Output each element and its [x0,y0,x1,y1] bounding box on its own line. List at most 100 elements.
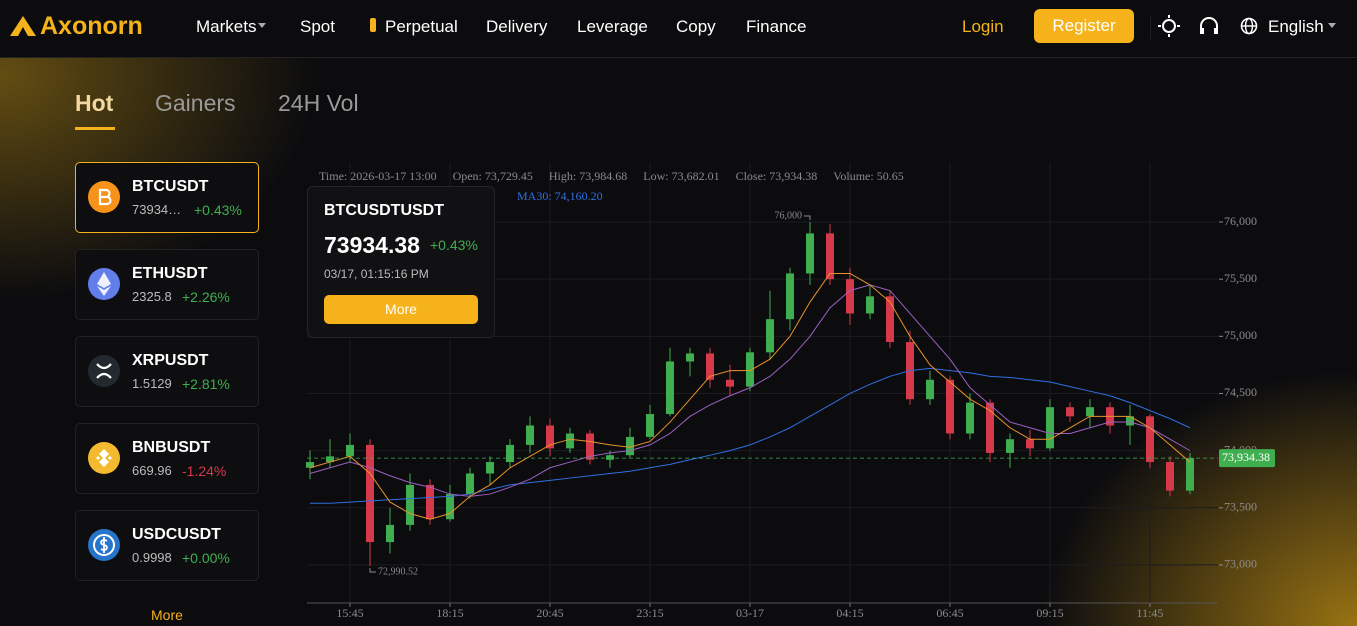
high-label: 76,000 [775,210,803,221]
coin-price: 73934.38 [132,202,184,217]
x-tick-label: 03-17 [736,606,764,620]
tab[interactable]: Gainers [155,90,236,116]
coin-card[interactable]: ETHUSDT 2325.8 +2.26% [75,249,259,320]
candle-body [786,273,794,320]
last-price-label: 73,934.38 [1222,450,1270,464]
y-tick-label: 75,500 [1224,271,1257,285]
y-tick-label: 73,000 [1224,557,1257,571]
coin-card[interactable]: BTCUSDT 73934.38 +0.43% [75,162,259,233]
coin-change: +2.26% [182,289,230,305]
coin-name: ETHUSDT [132,265,208,282]
candle-body [1066,407,1074,417]
coin-card[interactable]: BNBUSDT 669.96 -1.24% [75,423,259,494]
logo[interactable]: Axonorn [40,12,143,40]
coin-change: +0.43% [194,202,242,218]
candle-body [846,279,854,314]
y-tick-label: 76,000 [1224,214,1257,228]
language[interactable]: English [1268,17,1324,36]
candle-body [1186,458,1194,491]
info-item: Low: 73,682.01 [643,169,720,183]
x-tick-label: 18:15 [436,606,463,620]
candle-body [706,353,714,380]
menu-item[interactable]: Leverage [577,17,648,36]
menu-item[interactable]: Copy [676,17,716,36]
x-tick-label: 23:15 [636,606,663,620]
menu-item[interactable]: Spot [300,17,335,36]
kline-info: Time: 2026-03-17 13:00 Open: 73,729.45 Hig… [319,169,904,184]
candle-body [446,494,454,520]
menu-item[interactable]: Markets [196,17,257,36]
x-tick-label: 09:15 [1036,606,1063,620]
nav-icons [1150,15,1218,39]
candle-body [326,456,334,463]
x-tick-label: 06:45 [936,606,963,620]
candle-body [646,414,654,437]
navbar: Axonorn Markets Spot Perpetual Delivery … [0,0,1357,58]
candle-body [726,379,734,387]
candle-body [926,379,934,400]
candle-body [666,361,674,415]
y-tick-label: 74,500 [1224,385,1257,399]
menu-item[interactable]: Delivery [486,17,548,36]
ma-line [310,367,1191,504]
register-button[interactable]: Register [1034,9,1134,43]
popup-price: 73934.38 [324,232,420,258]
candle-body [386,524,394,543]
login[interactable]: Login [962,17,1004,36]
coin-name: BTCUSDT [132,178,209,195]
candle-body [986,402,994,453]
popup: BTCUSDTUSDT 73934.38 +0.43% 03/17, 01:15… [307,186,495,338]
coin-change: +0.00% [182,550,230,566]
high-marker [804,215,811,221]
perp-icon [370,18,376,32]
candle-body [526,425,534,445]
coin-icon [88,529,120,561]
info-item: High: 73,984.68 [548,169,628,183]
coin-name: USDCUSDT [132,526,221,543]
globe-icon [1240,17,1258,35]
popup-button[interactable]: More [324,295,478,324]
coin-price: 2325.8 [132,289,172,304]
coin-name: BNBUSDT [132,439,211,456]
candle-body [1026,439,1034,449]
candle-body [426,484,434,520]
info-item: Volume: 50.65 [833,169,904,183]
menu-item[interactable]: Perpetual [385,17,458,36]
candle-body [766,319,774,353]
tab[interactable]: 24H Vol [278,90,359,116]
info-item: Time: 2026-03-17 13:00 [319,169,437,183]
candle-body [1146,416,1154,463]
more-link[interactable]: More [151,607,183,623]
candle-body [1166,462,1174,491]
x-tick-label: 04:15 [836,606,863,620]
candle-body [1046,407,1054,449]
coin-card[interactable]: XRPUSDT 1.5129 +2.81% [75,336,259,407]
low-marker [369,568,376,573]
candle-body [586,433,594,460]
menu-item[interactable]: Finance [746,17,807,36]
popup-time: 03/17, 01:15:16 PM [324,267,429,281]
candle-body [946,379,954,434]
candle-body [566,433,574,449]
popup-title: BTCUSDTUSDT [324,202,444,219]
ma-label: MA30: 74,160.20 [517,189,603,203]
ma-line [309,272,1191,520]
candle-body [546,425,554,449]
popup-change: +0.43% [430,237,478,253]
logo-icon [10,16,36,36]
candle-body [826,233,834,280]
candle-body [966,402,974,434]
coin-price: 0.9998 [132,550,172,565]
candle-body [866,296,874,314]
coin-card[interactable]: USDCUSDT 0.9998 +0.00% [75,510,259,581]
candle-body [626,436,634,456]
coin-name: XRPUSDT [132,352,209,369]
y-tick-label: 75,000 [1224,328,1257,342]
x-tick-label: 20:45 [536,606,563,620]
caret [258,23,266,28]
coin-change: -1.24% [182,463,227,479]
candle-body [346,444,354,457]
candle-body [746,352,754,387]
tab-active[interactable]: Hot [75,90,114,116]
tab-underline [75,127,115,130]
